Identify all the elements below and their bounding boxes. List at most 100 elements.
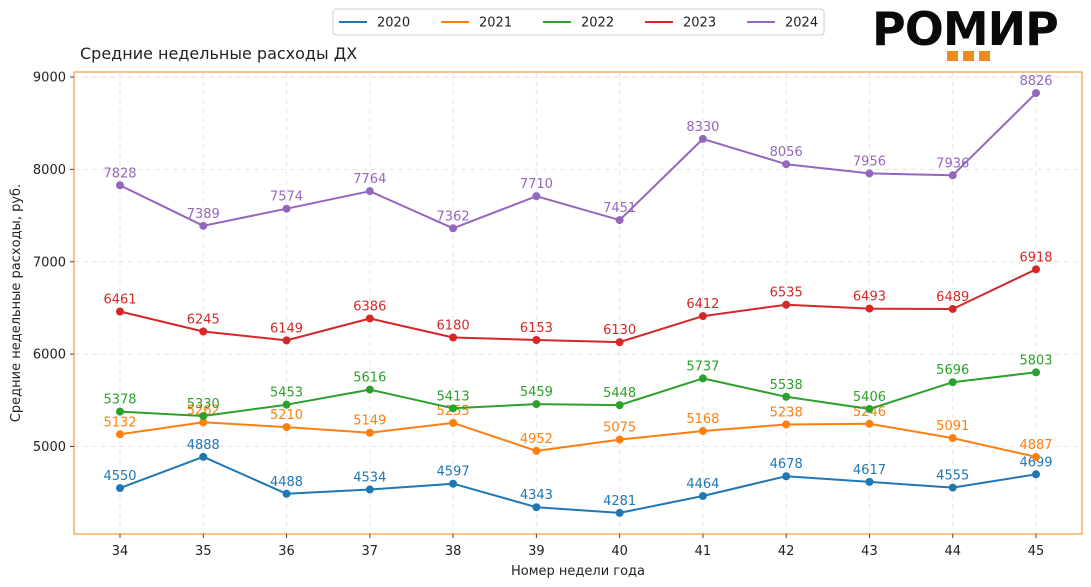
series-2024: 7828 7389 7574 7764 7362 7710 7451 8330 8056 7956…: [103, 74, 1053, 233]
data-point: [1032, 368, 1040, 377]
data-label: 7764: [353, 172, 386, 187]
data-point: [116, 407, 124, 416]
series-line: [119, 92, 1037, 230]
x-tick-label: 44: [944, 544, 961, 559]
data-label: 6493: [853, 290, 886, 305]
x-tick-label: 43: [861, 544, 878, 559]
series-2022: 5378 5330 5453 5616 5413 5459 5448 5737 5538 5406…: [103, 353, 1053, 421]
data-point: [199, 327, 208, 336]
data-label: 7451: [603, 201, 636, 216]
data-point: [365, 187, 374, 196]
series-line: [119, 421, 1037, 458]
data-label: 6386: [353, 299, 386, 314]
data-point: [116, 181, 124, 190]
data-label: 6412: [686, 297, 719, 312]
y-axis: 5000 6000 7000 8000 9000: [33, 71, 74, 455]
data-point: [365, 314, 374, 323]
data-label: 5075: [603, 421, 636, 436]
data-label: 8330: [686, 120, 719, 135]
data-point: [865, 169, 874, 178]
data-point: [615, 216, 624, 225]
data-label: 7574: [270, 190, 303, 205]
legend-item-2021: 2021: [441, 16, 512, 31]
data-point: [199, 221, 208, 230]
data-label: 6461: [103, 293, 136, 308]
data-point: [532, 446, 541, 455]
data-label: 5803: [1019, 353, 1052, 368]
y-tick-label: 9000: [33, 71, 66, 86]
data-point: [615, 508, 624, 517]
data-point: [698, 374, 707, 383]
romir-logo: РОМИР: [872, 2, 1059, 61]
data-point: [282, 423, 291, 432]
x-tick-label: 35: [195, 544, 212, 559]
data-point: [698, 492, 707, 501]
data-label: 4550: [103, 469, 136, 484]
data-point: [199, 412, 208, 421]
data-point: [365, 385, 374, 394]
x-tick-label: 40: [611, 544, 628, 559]
data-label: 5696: [936, 363, 969, 378]
data-label: 4888: [187, 438, 220, 453]
grid: [74, 72, 1082, 534]
data-point: [1032, 265, 1040, 274]
data-label: 5238: [770, 406, 803, 421]
series-group: 4550 4888 4488 4534 4597 4343 4281 4464 4678 4617…: [103, 74, 1053, 517]
data-label: 5330: [187, 397, 220, 412]
legend-label: 2020: [377, 16, 410, 31]
y-axis-label: Средние недельные расходы, руб.: [9, 184, 24, 422]
data-point: [532, 400, 541, 409]
data-point: [1032, 452, 1040, 461]
x-tick-label: 34: [112, 544, 129, 559]
data-label: 5616: [353, 371, 386, 386]
data-label: 6245: [187, 312, 220, 327]
data-label: 5413: [437, 389, 470, 404]
data-point: [782, 392, 791, 401]
logo-square: [979, 51, 990, 61]
data-point: [116, 307, 124, 316]
x-tick-label: 36: [278, 544, 295, 559]
data-point: [199, 418, 208, 427]
data-point: [615, 435, 624, 444]
data-label: 5453: [270, 386, 303, 401]
data-label: 7389: [187, 207, 220, 222]
x-tick-label: 38: [445, 544, 462, 559]
y-tick-label: 8000: [33, 163, 66, 178]
y-tick-label: 5000: [33, 440, 66, 455]
data-label: 5448: [603, 386, 636, 401]
data-label: 4464: [686, 477, 719, 492]
data-point: [532, 503, 541, 512]
data-label: 8056: [770, 145, 803, 160]
data-label: 5132: [103, 415, 136, 430]
data-point: [282, 400, 291, 409]
series-2023: 6461 6245 6149 6386 6180 6153 6130 6412 6535 6493…: [103, 250, 1053, 347]
data-point: [948, 483, 957, 492]
series-2020: 4550 4888 4488 4534 4597 4343 4281 4464 4678 4617…: [103, 438, 1053, 517]
data-label: 7362: [437, 209, 470, 224]
data-point: [698, 134, 707, 143]
data-label: 6918: [1019, 250, 1052, 265]
data-point: [532, 335, 541, 344]
data-point: [782, 472, 791, 481]
data-label: 5091: [936, 419, 969, 434]
data-point: [865, 477, 874, 486]
data-label: 7710: [520, 177, 553, 192]
data-label: 6153: [520, 321, 553, 336]
data-point: [698, 426, 707, 435]
legend-label: 2024: [785, 16, 818, 31]
x-tick-label: 41: [695, 544, 712, 559]
legend-box: [332, 8, 825, 36]
data-point: [615, 401, 624, 410]
data-label: 7828: [103, 166, 136, 181]
data-label: 5406: [853, 390, 886, 405]
y-tick-label: 6000: [33, 348, 66, 363]
series-line: [119, 455, 1037, 514]
data-point: [365, 485, 374, 494]
data-label: 4534: [353, 471, 386, 486]
data-label: 6489: [936, 290, 969, 305]
data-label: 5459: [520, 385, 553, 400]
data-label: 7956: [853, 154, 886, 169]
logo-square: [963, 51, 974, 61]
y-tick-label: 7000: [33, 255, 66, 270]
